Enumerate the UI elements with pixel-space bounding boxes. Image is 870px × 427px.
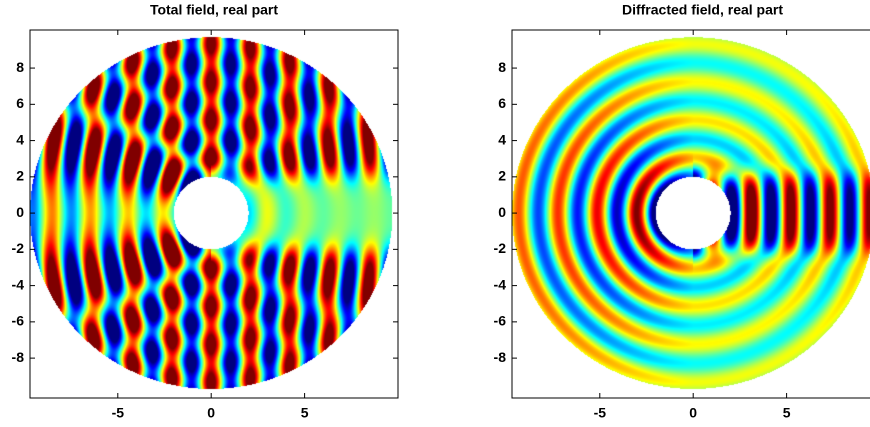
y-tick-label: -8 bbox=[12, 349, 25, 365]
y-tick-label: -2 bbox=[12, 240, 25, 256]
x-tick-label: 5 bbox=[301, 405, 309, 421]
y-tick-label: -8 bbox=[494, 349, 507, 365]
chart-title: Total field, real part bbox=[150, 2, 278, 18]
y-tick-label: 2 bbox=[16, 168, 24, 184]
y-tick-label: 8 bbox=[16, 59, 24, 75]
chart-title: Diffracted field, real part bbox=[622, 2, 783, 18]
x-tick-label: -5 bbox=[594, 405, 607, 421]
x-tick-label: 0 bbox=[689, 405, 697, 421]
y-tick-label: 6 bbox=[16, 95, 24, 111]
y-tick-label: -2 bbox=[494, 240, 507, 256]
y-tick-label: 2 bbox=[498, 168, 506, 184]
y-tick-label: 4 bbox=[16, 131, 24, 147]
field-image bbox=[512, 30, 870, 398]
y-tick-label: -6 bbox=[12, 313, 25, 329]
y-tick-label: 8 bbox=[498, 59, 506, 75]
y-tick-label: 0 bbox=[16, 204, 24, 220]
y-tick-label: 4 bbox=[498, 131, 506, 147]
field-image bbox=[30, 30, 398, 398]
y-tick-label: -4 bbox=[12, 276, 25, 292]
x-tick-label: 5 bbox=[783, 405, 791, 421]
y-tick-label: 6 bbox=[498, 95, 506, 111]
y-tick-label: 0 bbox=[498, 204, 506, 220]
x-tick-label: 0 bbox=[207, 405, 215, 421]
axes-box bbox=[29, 29, 399, 399]
y-tick-label: -6 bbox=[494, 313, 507, 329]
y-tick-label: -4 bbox=[494, 276, 507, 292]
x-tick-label: -5 bbox=[112, 405, 125, 421]
axes-box bbox=[511, 29, 870, 399]
